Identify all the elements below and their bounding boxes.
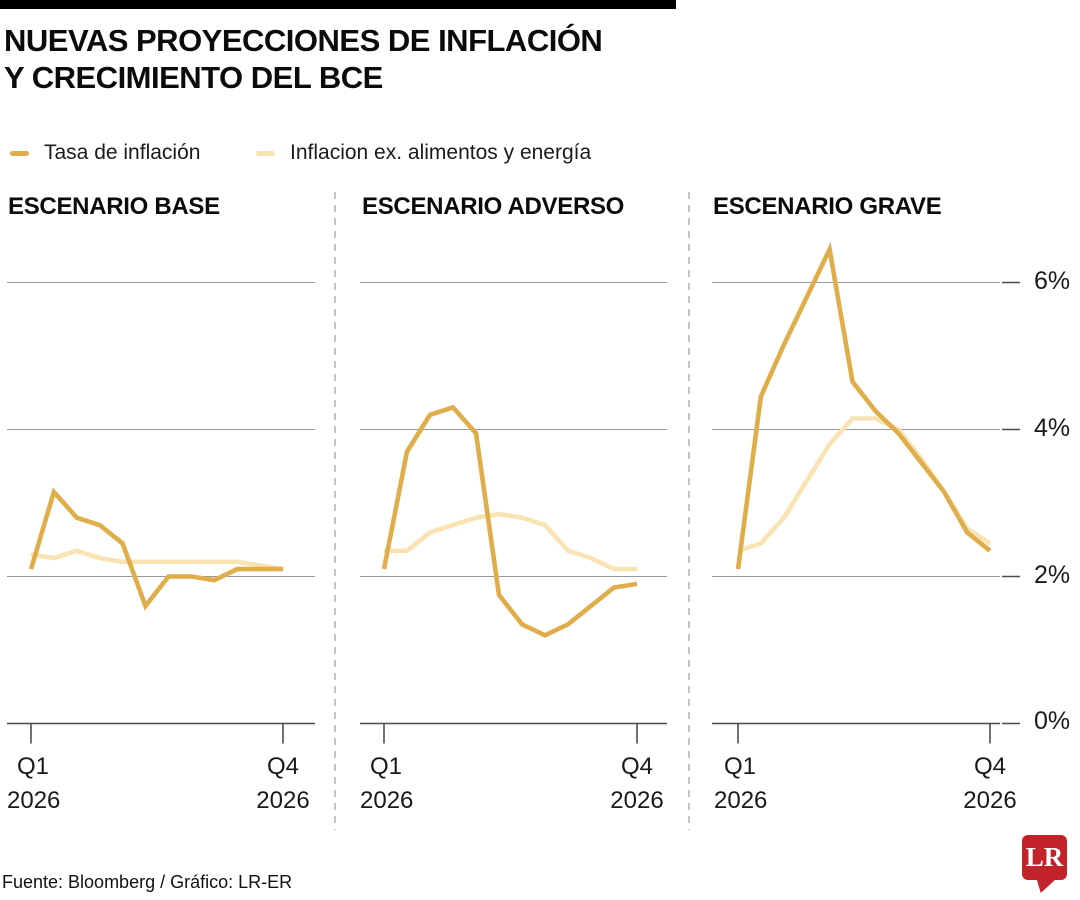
y-tick-4pct: 4% [1034,414,1071,442]
page-title-line1: NUEVAS PROYECCIONES DE INFLACIÓN [4,23,603,58]
series-line-core-inflation [737,416,992,553]
series-line-inflation-rate [735,241,992,570]
core-inflation-line-swatch [256,150,275,156]
x-tick-q4-panel3: Q4 [973,753,1006,780]
series-line-inflation-rate [381,404,638,638]
title-accent-bar [0,0,676,9]
x-tick-year2-panel2: 2026 [610,787,664,814]
legend-item-inflation-rate: Tasa de inflación [10,141,201,164]
inflation-rate-line-swatch [10,150,29,156]
series-line-core-inflation [384,511,637,572]
panel-title-adverso: ESCENARIO ADVERSO [362,193,625,220]
x-tick-q4-panel2: Q4 [620,753,653,780]
panel-title-grave: ESCENARIO GRAVE [713,193,942,220]
lr-logo-text: LR [1025,842,1064,872]
x-tick-q1-panel3: Q1 [724,753,757,780]
panel-title-base: ESCENARIO BASE [8,193,220,220]
page-title: NUEVAS PROYECCIONES DE INFLACIÓN Y CRECI… [4,22,704,96]
x-tick-year2-panel1: 2026 [256,787,310,814]
legend-item-core-inflation: Inflacion ex. alimentos y energía [256,141,592,164]
legend-label: Tasa de inflación [44,141,201,164]
legend-label: Inflacion ex. alimentos y energía [290,141,592,164]
series-line-inflation-rate [28,487,283,611]
lr-logo: LR [1022,835,1067,880]
y-tick-6pct: 6% [1034,267,1071,295]
y-tick-2pct: 2% [1034,561,1071,589]
x-tick-q1-panel2: Q1 [370,753,403,780]
x-tick-year1-panel3: 2026 [714,787,768,814]
y-tick-0pct: 0% [1034,707,1071,735]
x-tick-year1-panel1: 2026 [7,787,61,814]
x-tick-year1-panel2: 2026 [360,787,414,814]
x-tick-q1-panel1: Q1 [17,753,50,780]
page-title-line2: Y CRECIMIENTO DEL BCE [4,60,383,95]
x-tick-q4-panel1: Q4 [266,753,299,780]
x-tick-year2-panel3: 2026 [963,787,1017,814]
series-line-core-inflation [30,548,284,572]
source-credit: Fuente: Bloomberg / Gráfico: LR-ER [2,872,293,892]
